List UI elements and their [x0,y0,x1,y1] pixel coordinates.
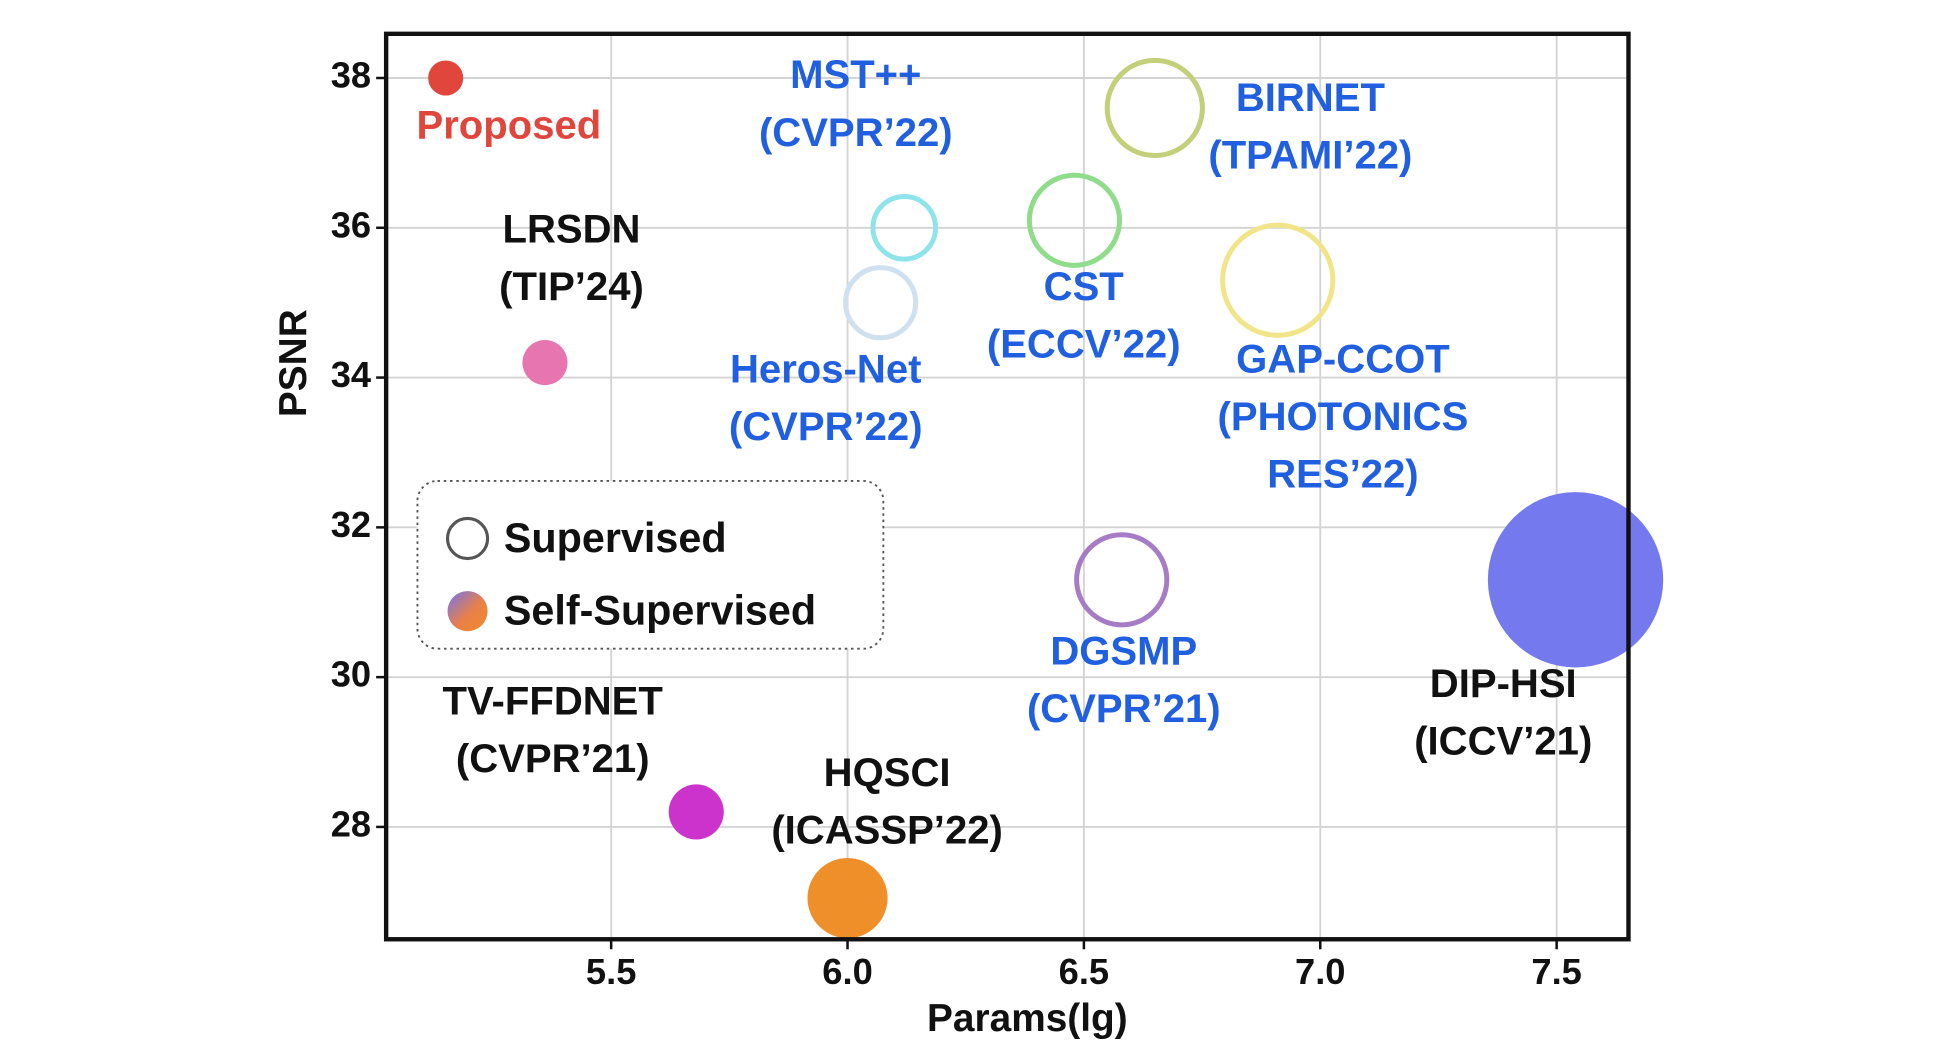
point-label: (CVPR’22) [759,111,953,155]
y-tick-label: 36 [331,204,371,245]
point-label: (CVPR’21) [1027,687,1221,731]
y-tick-label: 38 [331,55,371,96]
bubble [522,340,568,386]
bubble [1104,57,1205,159]
point-label: TV-FFDNET [443,679,664,723]
legend-symbol [445,516,490,561]
point-label: (ICASSP’22) [771,808,1003,852]
point-label: CST [1044,265,1125,309]
y-tick-label: 32 [331,504,371,545]
point-label: (CVPR’21) [456,737,650,781]
y-tick-label: 28 [331,804,371,845]
grid [386,33,1629,940]
bubble [807,858,888,939]
bubble [1026,172,1123,268]
x-tick-label: 7.5 [1531,951,1581,992]
bubble [1220,222,1336,338]
x-tick-label: 5.5 [586,951,636,992]
point-label: MST++ [790,53,921,97]
point-label: HQSCI [824,751,951,795]
point-label: DIP-HSI [1430,662,1577,706]
point-label: DGSMP [1050,629,1197,673]
bubble [428,60,464,96]
plot-frame [383,31,1631,942]
point-label: (CVPR’22) [729,405,923,449]
point-label: (ICCV’21) [1414,719,1592,763]
legend-label: Self-Supervised [504,588,816,634]
x-tick-label: 6.0 [822,951,872,992]
point-label: (ECCV’22) [987,322,1181,366]
point-label: (PHOTONICS [1218,395,1469,439]
marks [428,57,1664,939]
legend: Supervised Self-Supervised [445,515,816,634]
point-label: LRSDN [502,207,640,251]
point-label: (TPAMI’22) [1208,133,1412,177]
bubble [843,265,919,341]
legend-symbol [447,591,488,632]
x-axis-title: Params(lg) [927,997,1128,1040]
y-tick-label: 34 [331,354,371,395]
point-label: RES’22) [1267,453,1418,497]
point-label: Heros-Net [730,348,921,392]
y-axis-title: PSNR [272,309,315,417]
bubble [1074,532,1170,628]
y-tick-label: 30 [331,654,371,695]
bubble [1487,492,1664,668]
bubble [870,193,939,262]
legend-label: Supervised [504,515,727,561]
point-label: Proposed [416,103,601,147]
legend-box [416,479,885,650]
x-tick-label: 7.0 [1295,951,1345,992]
point-label: BIRNET [1236,76,1386,120]
point-label: GAP-CCOT [1236,338,1450,382]
x-tick-label: 6.5 [1059,951,1109,992]
bubble [668,784,724,840]
point-label: (TIP’24) [499,265,644,309]
